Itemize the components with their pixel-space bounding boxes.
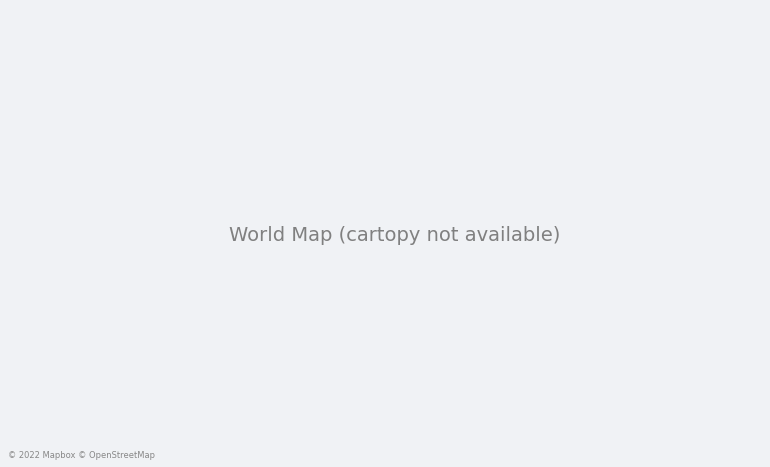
Text: © 2022 Mapbox © OpenStreetMap: © 2022 Mapbox © OpenStreetMap xyxy=(8,451,155,460)
Text: World Map (cartopy not available): World Map (cartopy not available) xyxy=(229,226,561,245)
